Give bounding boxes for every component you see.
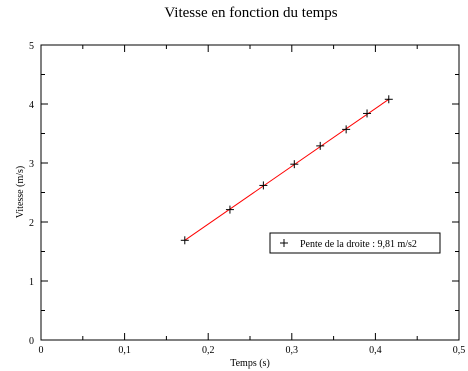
data-point	[225, 205, 234, 214]
legend-marker	[280, 239, 288, 247]
x-tick-label: 0,3	[286, 345, 299, 356]
data-point	[342, 125, 351, 134]
data-point	[290, 160, 299, 169]
data-point	[363, 109, 372, 118]
x-tick-label: 0,4	[369, 345, 382, 356]
y-tick-label: 1	[29, 277, 34, 288]
x-tick-label: 0,1	[118, 345, 131, 356]
x-tick-label: 0,2	[202, 345, 215, 356]
data-point	[384, 95, 393, 104]
y-tick-label: 3	[29, 159, 34, 170]
y-tick-label: 0	[29, 336, 34, 347]
chart-title: Vitesse en fonction du temps	[164, 5, 337, 21]
x-tick-label: 0	[39, 345, 44, 356]
x-tick-label: 0,5	[453, 345, 466, 356]
x-axis-label: Temps (s)	[230, 358, 270, 369]
axis-ticks	[40, 44, 460, 341]
legend-box	[269, 232, 441, 254]
y-tick-label: 4	[29, 100, 34, 111]
plot-frame	[40, 44, 460, 341]
axis-tick-labels: 0 0,1 0,2 0,3 0,4 0,5 0 1 2 3 4 5	[29, 41, 465, 356]
data-point	[259, 181, 268, 190]
data-point	[180, 236, 189, 245]
y-tick-label: 5	[29, 41, 34, 52]
fit-line	[184, 98, 390, 241]
y-axis-label: Vitesse (m/s)	[15, 166, 26, 218]
legend: Pente de la droite : 9,81 m/s2	[269, 232, 441, 254]
data-points	[180, 95, 393, 245]
legend-label: Pente de la droite : 9,81 m/s2	[300, 239, 417, 250]
data-point	[316, 141, 325, 150]
y-tick-label: 2	[29, 218, 34, 229]
